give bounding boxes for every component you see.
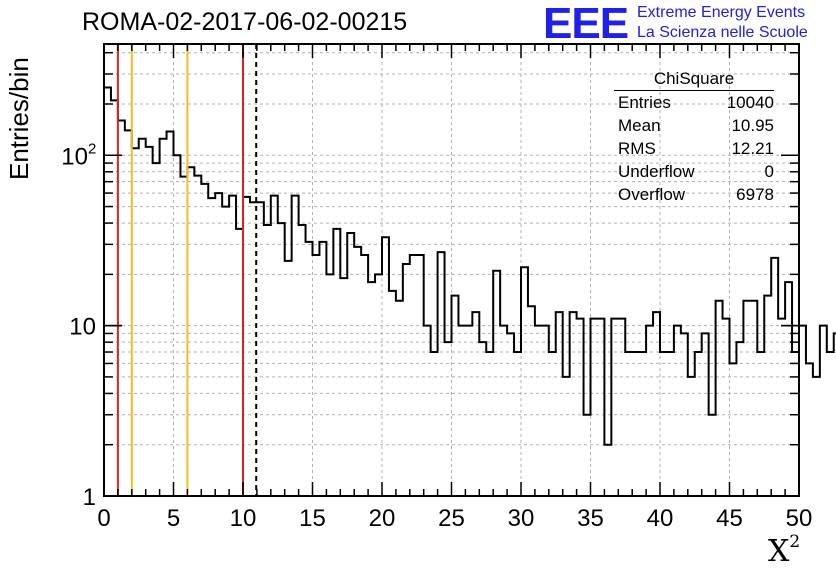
x-tick-label: 35: [577, 505, 604, 532]
stats-row-underflow: Underflow 0: [610, 160, 778, 183]
stats-row-mean: Mean 10.95: [610, 114, 778, 137]
y-tick-label: 10: [61, 143, 88, 170]
x-tick-label: 30: [508, 505, 535, 532]
stats-row-overflow: Overflow 6978: [610, 183, 778, 206]
x-tick-label: 50: [786, 505, 813, 532]
x-tick-label: 5: [167, 505, 180, 532]
eee-logo: EEE: [543, 0, 629, 48]
stats-value: 0: [764, 162, 774, 181]
y-tick-label-exponent: 2: [88, 140, 96, 157]
y-tick-label: 10: [69, 314, 96, 341]
stats-box: ChiSquare Entries 10040 Mean 10.95 RMS 1…: [610, 68, 778, 206]
x-tick-label: 10: [230, 505, 257, 532]
x-tick-label: 25: [438, 505, 465, 532]
x-tick-label: 45: [716, 505, 743, 532]
stats-row-rms: RMS 12.21: [610, 137, 778, 160]
x-tick-label: 15: [299, 505, 326, 532]
plot-frame: [103, 43, 800, 497]
stats-label: Entries: [618, 93, 671, 112]
run-title: ROMA-02-2017-06-02-00215: [82, 8, 408, 36]
x-tick-label: 40: [647, 505, 674, 532]
stats-label: Underflow: [618, 162, 695, 181]
stats-row-entries: Entries 10040: [610, 91, 778, 114]
stats-label: RMS: [618, 139, 656, 158]
x-axis-label-superscript: 2: [789, 532, 801, 552]
logo-line-2: La Scienza nelle Scuole: [637, 24, 808, 41]
stats-label: Overflow: [618, 185, 686, 204]
stats-value: 12.21: [731, 139, 774, 158]
x-axis-label: X2: [768, 532, 800, 569]
stats-label: Mean: [618, 116, 661, 135]
x-tick-label: 20: [369, 505, 396, 532]
logo-line-1: Extreme Energy Events: [637, 4, 806, 21]
x-tick-label: 0: [97, 505, 110, 532]
stats-value: 6978: [736, 185, 774, 204]
stats-value: 10.95: [731, 116, 774, 135]
stats-value: 10040: [726, 93, 774, 112]
y-tick-label: 1: [83, 484, 96, 511]
stats-title: ChiSquare: [614, 68, 774, 91]
y-axis-label: Entries/bin: [4, 57, 34, 180]
x-axis-label-base: X: [768, 534, 790, 569]
